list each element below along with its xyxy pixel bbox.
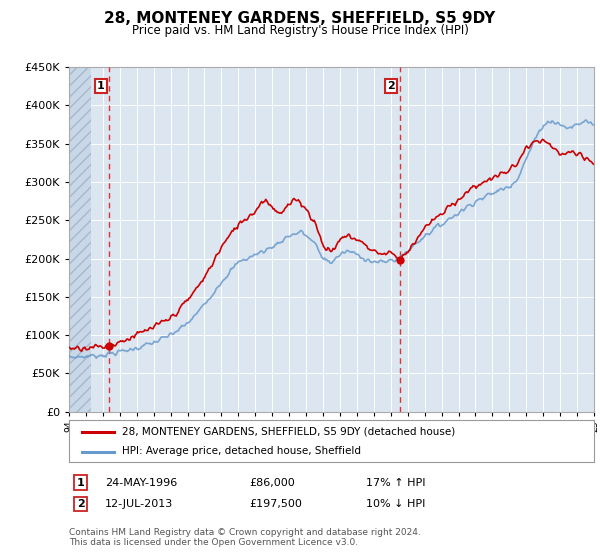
Text: 12-JUL-2013: 12-JUL-2013 [105, 499, 173, 509]
Text: 17% ↑ HPI: 17% ↑ HPI [366, 478, 425, 488]
Text: Price paid vs. HM Land Registry's House Price Index (HPI): Price paid vs. HM Land Registry's House … [131, 24, 469, 36]
Text: £86,000: £86,000 [249, 478, 295, 488]
Text: £197,500: £197,500 [249, 499, 302, 509]
Text: 1: 1 [77, 478, 85, 488]
Text: 28, MONTENEY GARDENS, SHEFFIELD, S5 9DY: 28, MONTENEY GARDENS, SHEFFIELD, S5 9DY [104, 11, 496, 26]
Text: 1: 1 [97, 81, 105, 91]
Text: 2: 2 [77, 499, 85, 509]
Text: 28, MONTENEY GARDENS, SHEFFIELD, S5 9DY (detached house): 28, MONTENEY GARDENS, SHEFFIELD, S5 9DY … [121, 427, 455, 437]
FancyBboxPatch shape [69, 67, 91, 412]
Text: 24-MAY-1996: 24-MAY-1996 [105, 478, 177, 488]
Text: Contains HM Land Registry data © Crown copyright and database right 2024.
This d: Contains HM Land Registry data © Crown c… [69, 528, 421, 547]
Text: 10% ↓ HPI: 10% ↓ HPI [366, 499, 425, 509]
Text: 2: 2 [388, 81, 395, 91]
Text: HPI: Average price, detached house, Sheffield: HPI: Average price, detached house, Shef… [121, 446, 361, 456]
